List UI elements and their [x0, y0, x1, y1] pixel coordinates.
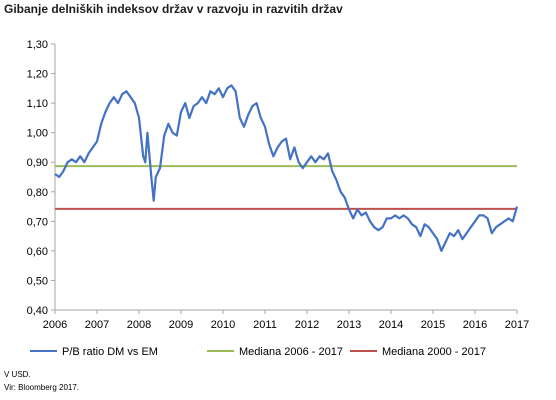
y-tick-label: 0,60	[27, 246, 48, 258]
note-source: Vir: Bloomberg 2017.	[4, 383, 80, 392]
x-tick-label: 2011	[253, 319, 277, 331]
y-tick-label: 1,10	[27, 98, 48, 110]
y-tick-label: 0,40	[27, 305, 48, 317]
y-tick-label: 1,30	[27, 39, 48, 51]
y-tick-label: 0,80	[27, 187, 48, 199]
x-tick-label: 2010	[211, 319, 235, 331]
legend-item-median-2000-2017-label: Mediana 2000 - 2017	[382, 346, 486, 358]
y-tick-label: 1,20	[27, 69, 48, 81]
y-tick-label: 0,70	[27, 216, 48, 228]
x-tick-label: 2007	[85, 319, 109, 331]
x-tick-label: 2009	[169, 319, 193, 331]
y-tick-label: 0,90	[27, 157, 48, 169]
series-pb-ratio-line	[54, 84, 519, 252]
x-tick-label: 2006	[43, 319, 67, 331]
note-currency: V USD.	[4, 370, 31, 379]
x-tick-label: 2014	[379, 319, 403, 331]
x-tick-label: 2008	[127, 319, 151, 331]
y-tick-label: 1,00	[27, 128, 48, 140]
x-tick-label: 2016	[463, 319, 487, 331]
legend-item-pb-ratio-label: P/B ratio DM vs EM	[62, 346, 158, 358]
x-tick-label: 2013	[337, 319, 361, 331]
x-tick-label: 2015	[421, 319, 445, 331]
chart-title: Gibanje delniških indeksov držav v razvo…	[4, 2, 343, 16]
x-tick-label: 2012	[295, 319, 319, 331]
y-tick-label: 0,50	[27, 275, 48, 287]
legend-item-median-2006-2017-label: Mediana 2006 - 2017	[239, 346, 343, 358]
x-tick-label: 2017	[505, 319, 529, 331]
